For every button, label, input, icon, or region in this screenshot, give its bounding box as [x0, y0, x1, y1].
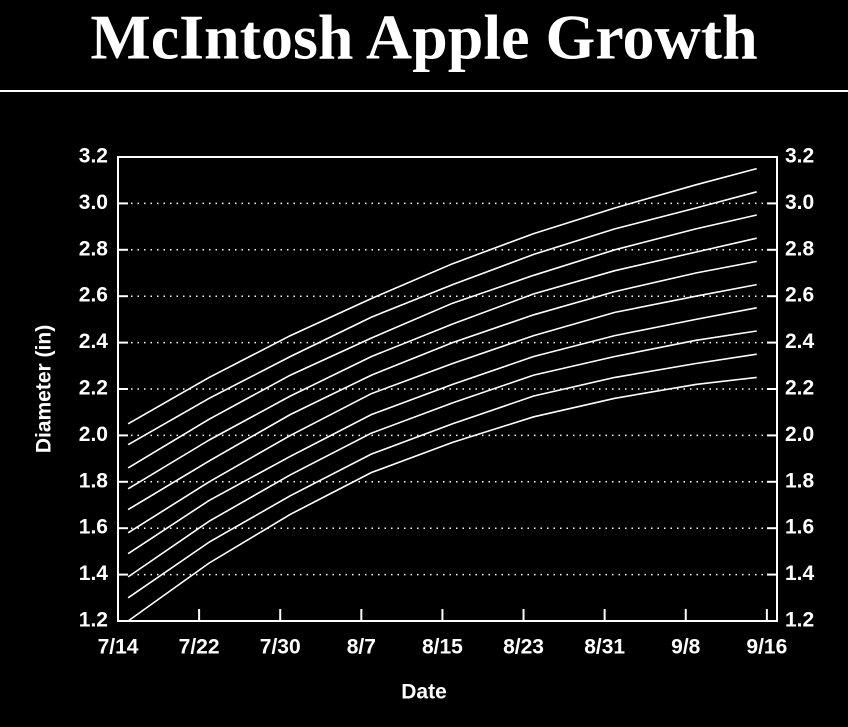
y-tick-label: 3.0 — [79, 191, 108, 214]
y-tick-label: 1.2 — [79, 609, 108, 632]
growth-line — [127, 167, 757, 425]
y-tick-label-right: 3.0 — [785, 191, 814, 214]
y-tick-label: 3.2 — [79, 145, 108, 168]
y-tick-label-right: 1.6 — [785, 516, 814, 539]
x-tick-label: 8/7 — [347, 636, 376, 659]
y-tick-label-right: 1.4 — [785, 562, 815, 585]
x-tick-label: 9/8 — [671, 636, 701, 659]
growth-line — [127, 376, 757, 622]
x-tick-label: 9/16 — [746, 636, 787, 659]
y-axis-label: Diameter (in) — [33, 325, 56, 453]
y-tick-label-right: 2.6 — [785, 284, 814, 307]
x-tick-label: 7/14 — [98, 636, 139, 659]
growth-line — [127, 260, 757, 511]
x-axis-label: Date — [401, 681, 447, 704]
x-tick-label: 7/30 — [260, 636, 301, 659]
growth-line — [127, 307, 757, 555]
growth-line — [127, 330, 757, 578]
growth-line — [127, 237, 757, 490]
y-tick-label-right: 2.4 — [785, 330, 815, 353]
y-tick-label: 2.0 — [79, 423, 108, 446]
y-tick-label-right: 3.2 — [785, 145, 814, 168]
y-tick-label: 2.2 — [79, 377, 108, 400]
growth-line — [127, 283, 757, 534]
y-tick-label-right: 1.2 — [785, 609, 814, 632]
y-tick-label: 1.8 — [79, 469, 109, 492]
y-tick-label: 2.6 — [79, 284, 108, 307]
y-tick-label-right: 2.2 — [785, 377, 814, 400]
y-tick-label-right: 2.0 — [785, 423, 814, 446]
x-tick-label: 8/31 — [584, 636, 625, 659]
growth-line — [127, 214, 757, 469]
y-tick-label: 1.6 — [79, 516, 108, 539]
x-tick-label: 8/23 — [503, 636, 544, 659]
chart-title: McIntosh Apple Growth — [90, 2, 757, 73]
y-tick-label: 2.8 — [79, 237, 109, 260]
y-tick-label: 1.4 — [79, 562, 109, 585]
x-tick-label: 7/22 — [179, 636, 220, 659]
growth-line — [127, 353, 757, 599]
y-tick-label-right: 1.8 — [785, 469, 815, 492]
y-tick-label-right: 2.8 — [785, 237, 815, 260]
growth-line — [127, 191, 757, 446]
x-tick-label: 8/15 — [422, 636, 463, 659]
y-tick-label: 2.4 — [79, 330, 109, 353]
